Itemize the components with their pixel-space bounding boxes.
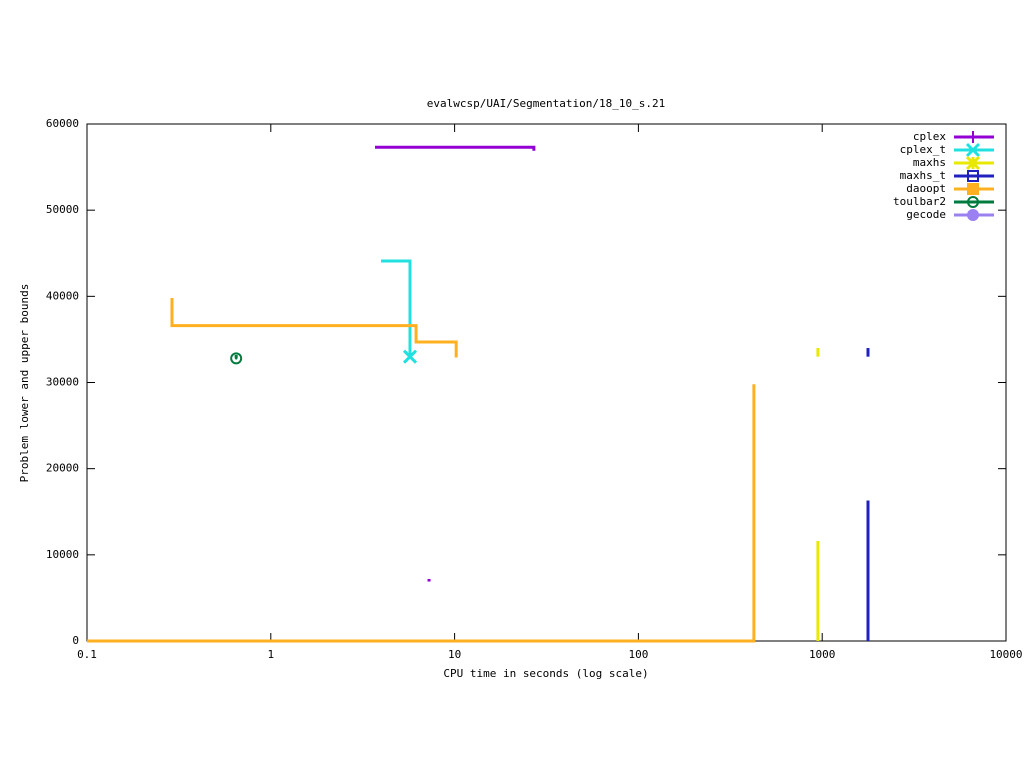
- legend-label: toulbar2: [893, 195, 946, 208]
- x-tick-label: 10: [448, 648, 461, 661]
- y-tick-label: 20000: [46, 462, 79, 475]
- marker: [965, 142, 981, 158]
- marker-shape: [967, 209, 979, 221]
- y-tick-label: 50000: [46, 203, 79, 216]
- series-line: [170, 298, 458, 358]
- marker: [402, 349, 418, 364]
- marker: [967, 170, 979, 182]
- y-tick-label: 30000: [46, 376, 79, 389]
- legend-label: maxhs_t: [900, 169, 946, 182]
- chart-title: evalwcsp/UAI/Segmentation/18_10_s.21: [427, 97, 665, 110]
- marker-shape: [967, 170, 979, 182]
- y-axis-label: Problem lower and upper bounds: [18, 284, 31, 483]
- x-tick-label: 10000: [989, 648, 1022, 661]
- marker-shape: [967, 196, 979, 208]
- x-tick-label: 0.1: [77, 648, 97, 661]
- y-tick-label: 40000: [46, 289, 79, 302]
- marker-shape: [402, 349, 418, 364]
- legend-label: cplex: [913, 130, 946, 143]
- marker-shape: [967, 183, 979, 195]
- marker-shape: [965, 155, 981, 171]
- marker: [967, 131, 979, 143]
- series-line: [375, 145, 536, 151]
- marker: [230, 352, 243, 365]
- marker: [967, 196, 979, 208]
- marker-shape: [230, 352, 243, 365]
- y-tick-label: 60000: [46, 117, 79, 130]
- legend-label: cplex_t: [900, 143, 946, 156]
- y-tick-label: 0: [72, 634, 79, 647]
- marker-shape: [971, 200, 975, 204]
- legend-label: daoopt: [906, 182, 946, 195]
- marker: [965, 155, 981, 171]
- marker-shape: [234, 357, 238, 360]
- marker-shape: [967, 131, 979, 143]
- marker-shape: [965, 142, 981, 158]
- marker: [967, 183, 979, 195]
- marker: [967, 209, 979, 221]
- x-axis-label: CPU time in seconds (log scale): [443, 667, 648, 680]
- y-tick-label: 10000: [46, 548, 79, 561]
- x-tick-label: 1000: [809, 648, 836, 661]
- legend-label: gecode: [906, 208, 946, 221]
- series-line: [87, 384, 756, 643]
- x-tick-label: 100: [628, 648, 648, 661]
- x-tick-label: 1: [267, 648, 274, 661]
- legend-label: maxhs: [913, 156, 946, 169]
